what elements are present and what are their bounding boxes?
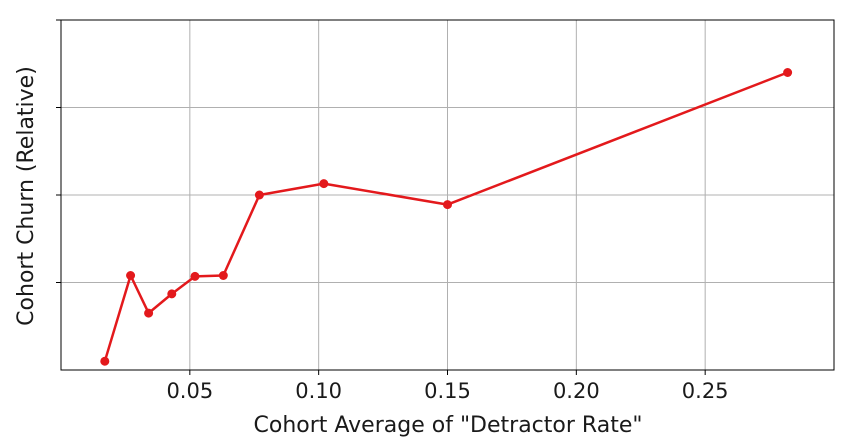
series-layer [100,68,793,366]
data-point [190,271,200,281]
x-tick-label: 0.20 [553,379,600,403]
x-tick-label: 0.25 [682,379,729,403]
axis-ticks: 0.05 0.10 0.15 0.20 0.25 [56,19,729,403]
data-point [167,289,177,299]
data-point [443,200,452,210]
x-tick-label: 0.15 [424,379,471,403]
series-line [103,71,789,362]
data-point [126,271,136,280]
data-point [100,356,110,366]
data-point [254,190,264,200]
data-point [218,271,228,280]
data-point [319,179,329,189]
data-point [144,308,154,318]
grid-lines [61,20,834,370]
data-point [783,68,793,77]
x-axis-label: Cohort Average of "Detractor Rate" [254,413,643,438]
y-axis-label: Cohort Churn (Relative) [14,66,39,326]
x-tick-label: 0.05 [166,379,213,403]
x-tick-label: 0.10 [295,379,342,403]
